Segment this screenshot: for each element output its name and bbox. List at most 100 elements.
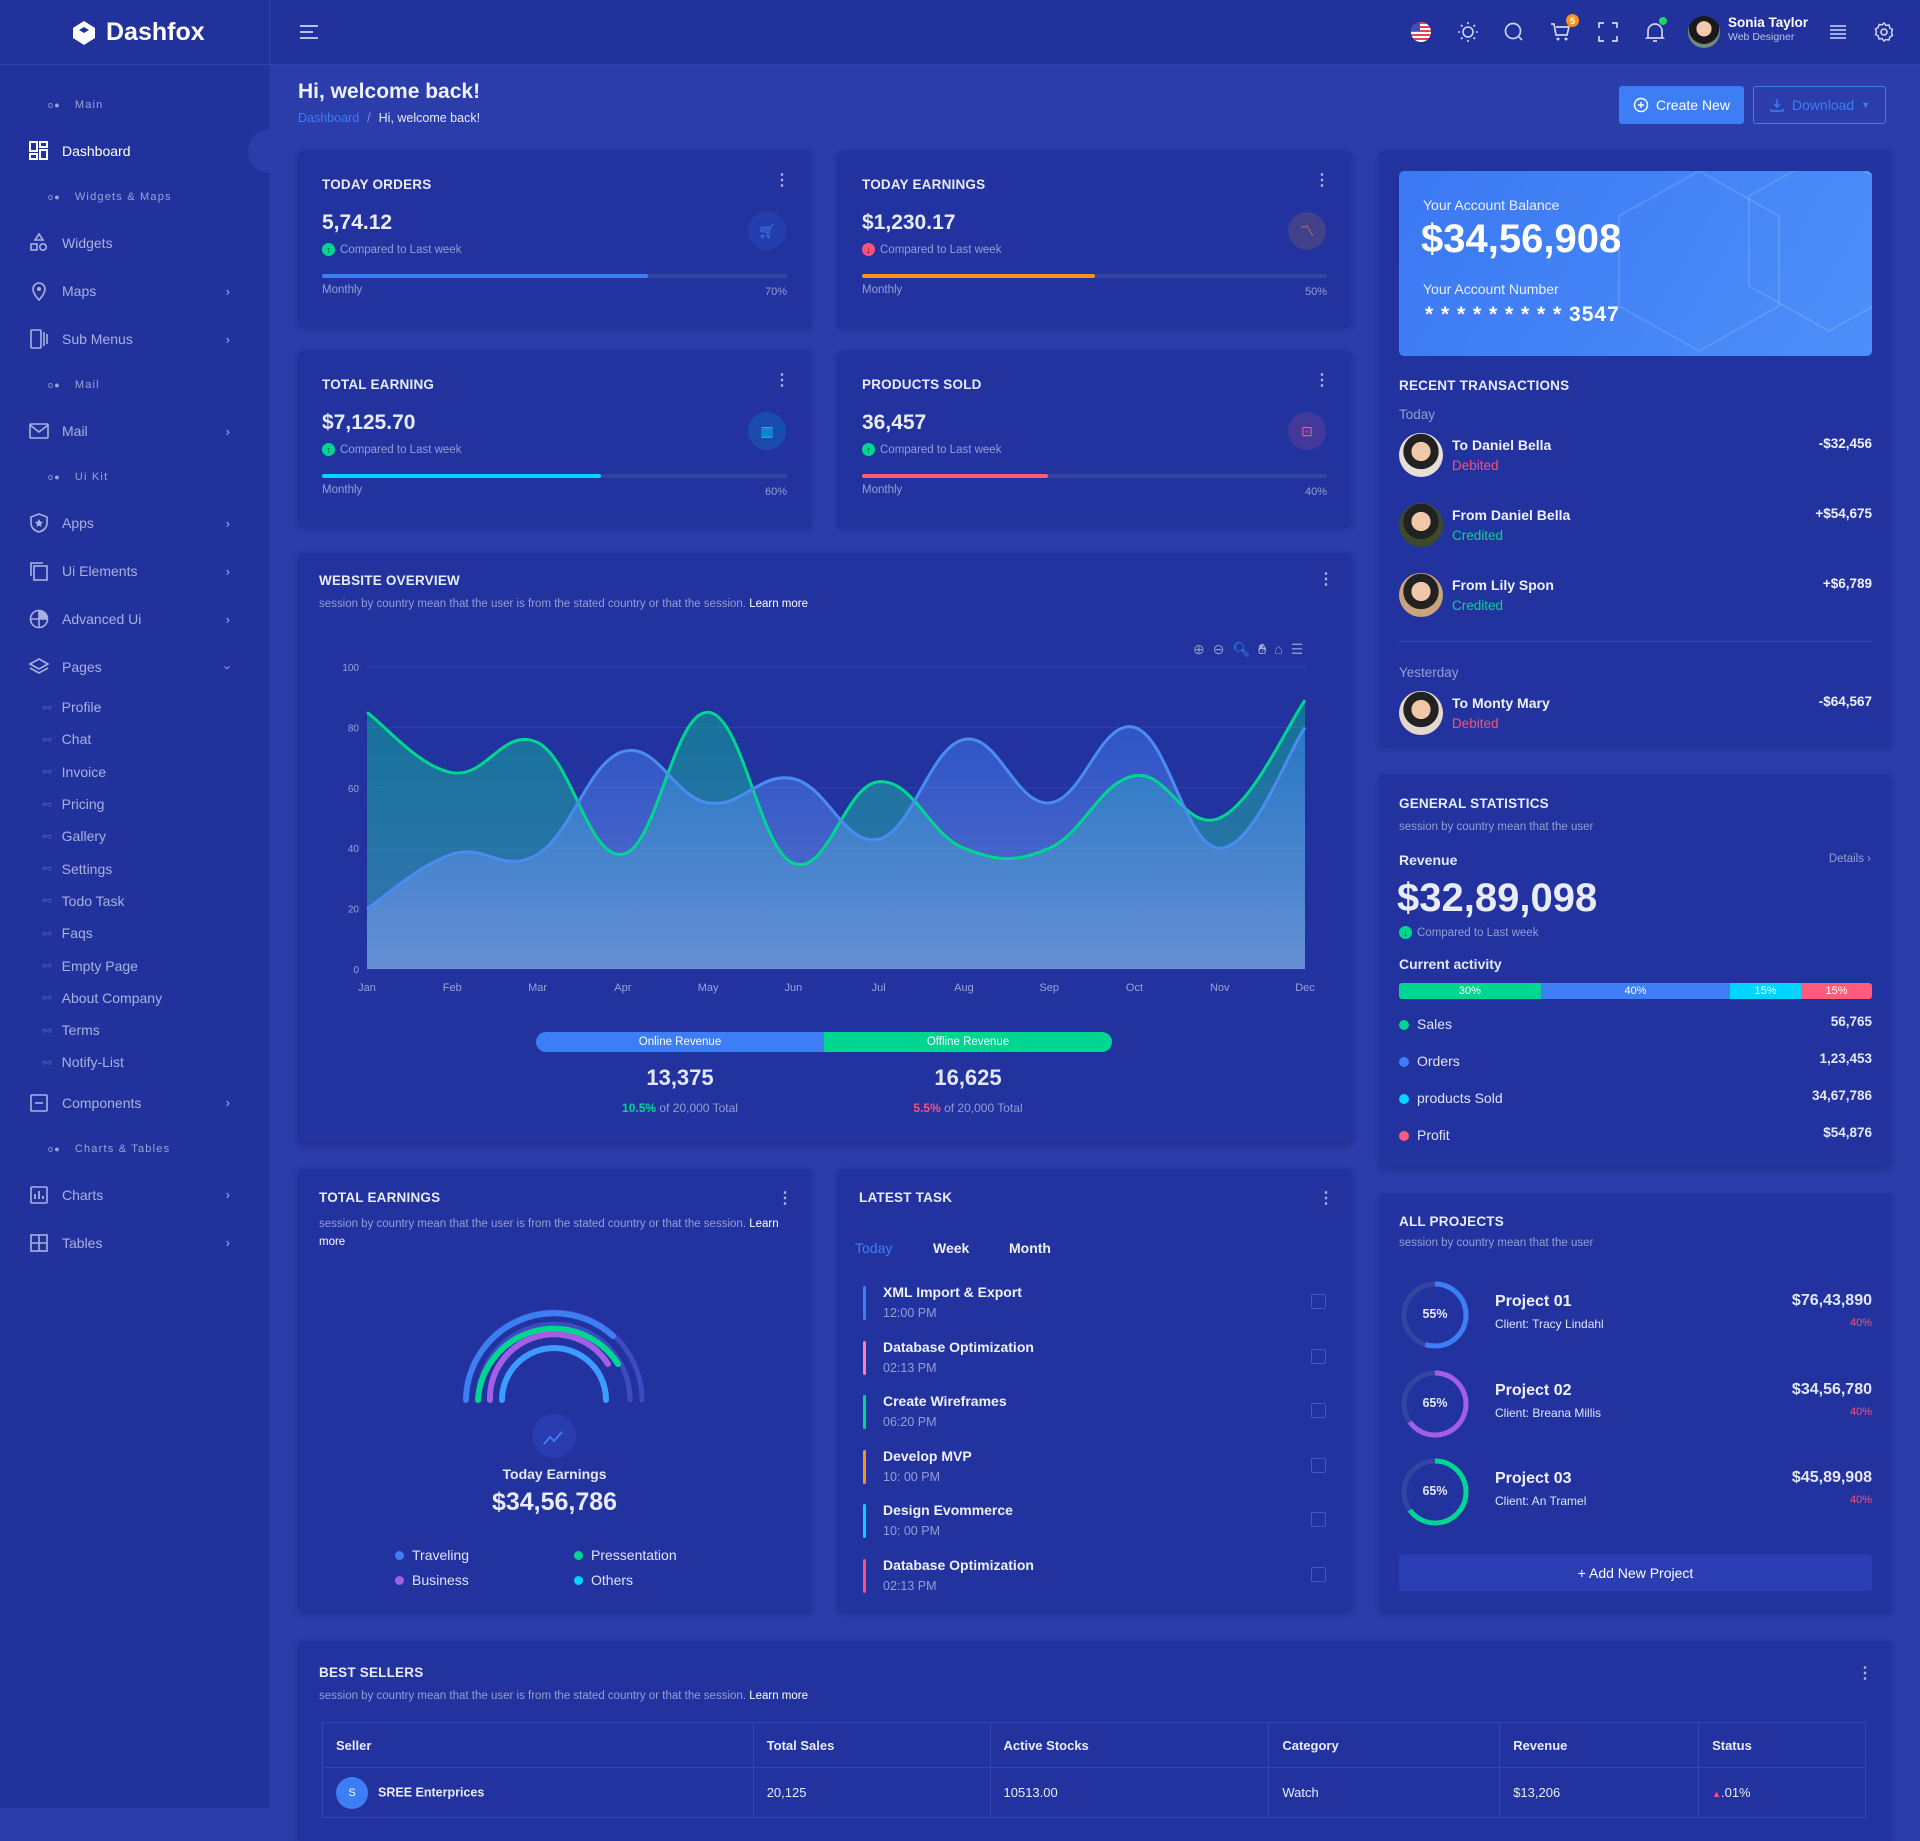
column-header-revenue[interactable]: Revenue — [1500, 1723, 1699, 1768]
tab-month[interactable]: Month — [1009, 1240, 1051, 1256]
add-new-project-button[interactable]: + Add New Project — [1399, 1554, 1872, 1591]
sidebar-subitem-invoice[interactable]: ○○Invoice — [0, 756, 270, 788]
settings-gear-icon[interactable] — [1872, 20, 1896, 44]
project-name: Project 03 — [1495, 1470, 1571, 1488]
details-link[interactable]: Details › — [1829, 853, 1871, 865]
sidebar-subitem-chat[interactable]: ○○Chat — [0, 723, 270, 755]
sidebar-subitem-todo-task[interactable]: ○○Todo Task — [0, 885, 270, 917]
card-title: LATEST TASK — [859, 1190, 952, 1205]
sidebar-item-pages[interactable]: Pages› — [0, 643, 270, 691]
column-header-active-stocks[interactable]: Active Stocks — [990, 1723, 1269, 1768]
project-amount: $76,43,890 — [1792, 1292, 1872, 1310]
trend-down-icon: ↓ — [1399, 926, 1412, 939]
logo[interactable]: Dashfox — [70, 18, 205, 47]
column-header-total-sales[interactable]: Total Sales — [753, 1723, 990, 1768]
more-options-icon[interactable]: ⋮ — [1857, 1671, 1867, 1677]
download-button[interactable]: Download ▼ — [1753, 86, 1886, 124]
chevron-right-icon: › — [226, 332, 230, 347]
menu-lines-icon[interactable] — [1826, 20, 1850, 44]
column-header-category[interactable]: Category — [1269, 1723, 1500, 1768]
progress-track — [322, 474, 787, 478]
sidebar-item-maps[interactable]: Maps› — [0, 267, 270, 315]
sidebar-subitem-terms[interactable]: ○○Terms — [0, 1014, 270, 1046]
sidebar-item-dashboard[interactable]: Dashboard — [0, 127, 270, 175]
task-time: 02:13 PM — [883, 1579, 937, 1593]
current-activity-label: Current activity — [1399, 956, 1502, 972]
sidebar-item-components[interactable]: Components› — [0, 1079, 270, 1127]
sidebar-subitem-notify-list[interactable]: ○○Notify-List — [0, 1046, 270, 1078]
breadcrumb-link-dashboard[interactable]: Dashboard — [298, 111, 359, 125]
sidebar-item-ui-elements[interactable]: Ui Elements› — [0, 547, 270, 595]
bullet-icon: ○○ — [42, 929, 52, 938]
fullscreen-icon[interactable] — [1596, 20, 1620, 44]
page-title: Hi, welcome back! — [298, 80, 480, 104]
create-new-button[interactable]: Create New — [1619, 86, 1744, 124]
hamburger-menu-icon[interactable] — [297, 20, 321, 44]
more-options-icon[interactable]: ⋮ — [1318, 1196, 1328, 1202]
sidebar-item-charts[interactable]: Charts› — [0, 1171, 270, 1219]
more-options-icon[interactable]: ⋮ — [774, 178, 784, 184]
project-name: Project 01 — [1495, 1293, 1571, 1311]
tab-today[interactable]: Today — [855, 1240, 892, 1256]
sidebar-item-apps[interactable]: Apps› — [0, 499, 270, 547]
sidebar-subitem-empty-page[interactable]: ○○Empty Page — [0, 949, 270, 981]
sidebar-subitem-settings[interactable]: ○○Settings — [0, 852, 270, 884]
search-icon[interactable] — [1502, 20, 1526, 44]
task-checkbox[interactable] — [1311, 1349, 1326, 1364]
sidebar-subitem-gallery[interactable]: ○○Gallery — [0, 820, 270, 852]
task-checkbox[interactable] — [1311, 1294, 1326, 1309]
user-avatar[interactable] — [1688, 16, 1720, 48]
task-checkbox[interactable] — [1311, 1458, 1326, 1473]
task-checkbox[interactable] — [1311, 1403, 1326, 1418]
column-header-status[interactable]: Status — [1699, 1723, 1866, 1768]
stat-row-label: Sales — [1417, 1016, 1452, 1032]
sidebar-subitem-profile[interactable]: ○○Profile — [0, 691, 270, 723]
sidebar-item-sub-menus[interactable]: Sub Menus› — [0, 315, 270, 363]
us-flag-icon[interactable] — [1409, 20, 1433, 44]
more-options-icon[interactable]: ⋮ — [774, 378, 784, 384]
task-checkbox[interactable] — [1311, 1567, 1326, 1582]
advanced-ui-icon — [28, 608, 50, 630]
column-header-seller[interactable]: Seller — [323, 1723, 754, 1768]
sidebar-item-tables[interactable]: Tables› — [0, 1219, 270, 1267]
more-options-icon[interactable]: ⋮ — [1314, 378, 1324, 384]
trend-down-icon: ↓ — [862, 243, 875, 256]
sidebar-item-widgets[interactable]: Widgets — [0, 219, 270, 267]
more-options-icon[interactable]: ⋮ — [777, 1196, 787, 1202]
card-title: ALL PROJECTS — [1399, 1214, 1504, 1229]
notifications-button[interactable] — [1643, 20, 1667, 44]
y-tick-label: 40 — [348, 844, 360, 855]
plus-circle-icon — [1633, 97, 1649, 113]
progress-track — [322, 274, 787, 278]
sidebar-subitem-pricing[interactable]: ○○Pricing — [0, 788, 270, 820]
more-options-icon[interactable]: ⋮ — [1314, 178, 1324, 184]
sidebar-item-advanced-ui[interactable]: Advanced Ui› — [0, 595, 270, 643]
theme-sun-icon[interactable] — [1456, 20, 1480, 44]
task-checkbox[interactable] — [1311, 1512, 1326, 1527]
cart-button[interactable]: 5 — [1549, 20, 1573, 44]
sidebar-subitem-about-company[interactable]: ○○About Company — [0, 982, 270, 1014]
sidebar-item-mail[interactable]: Mail› — [0, 407, 270, 455]
chart-line-icon: 〽︎ — [1288, 212, 1326, 250]
bullet-icon: ○○ — [42, 800, 52, 809]
sidebar-subitem-faqs[interactable]: ○○Faqs — [0, 917, 270, 949]
tab-week[interactable]: Week — [933, 1240, 969, 1256]
learn-more-link[interactable]: Learn more — [749, 1690, 808, 1702]
user-menu[interactable]: Sonia Taylor Web Designer — [1728, 15, 1808, 43]
sidebar-subitem-label: Chat — [62, 731, 92, 747]
